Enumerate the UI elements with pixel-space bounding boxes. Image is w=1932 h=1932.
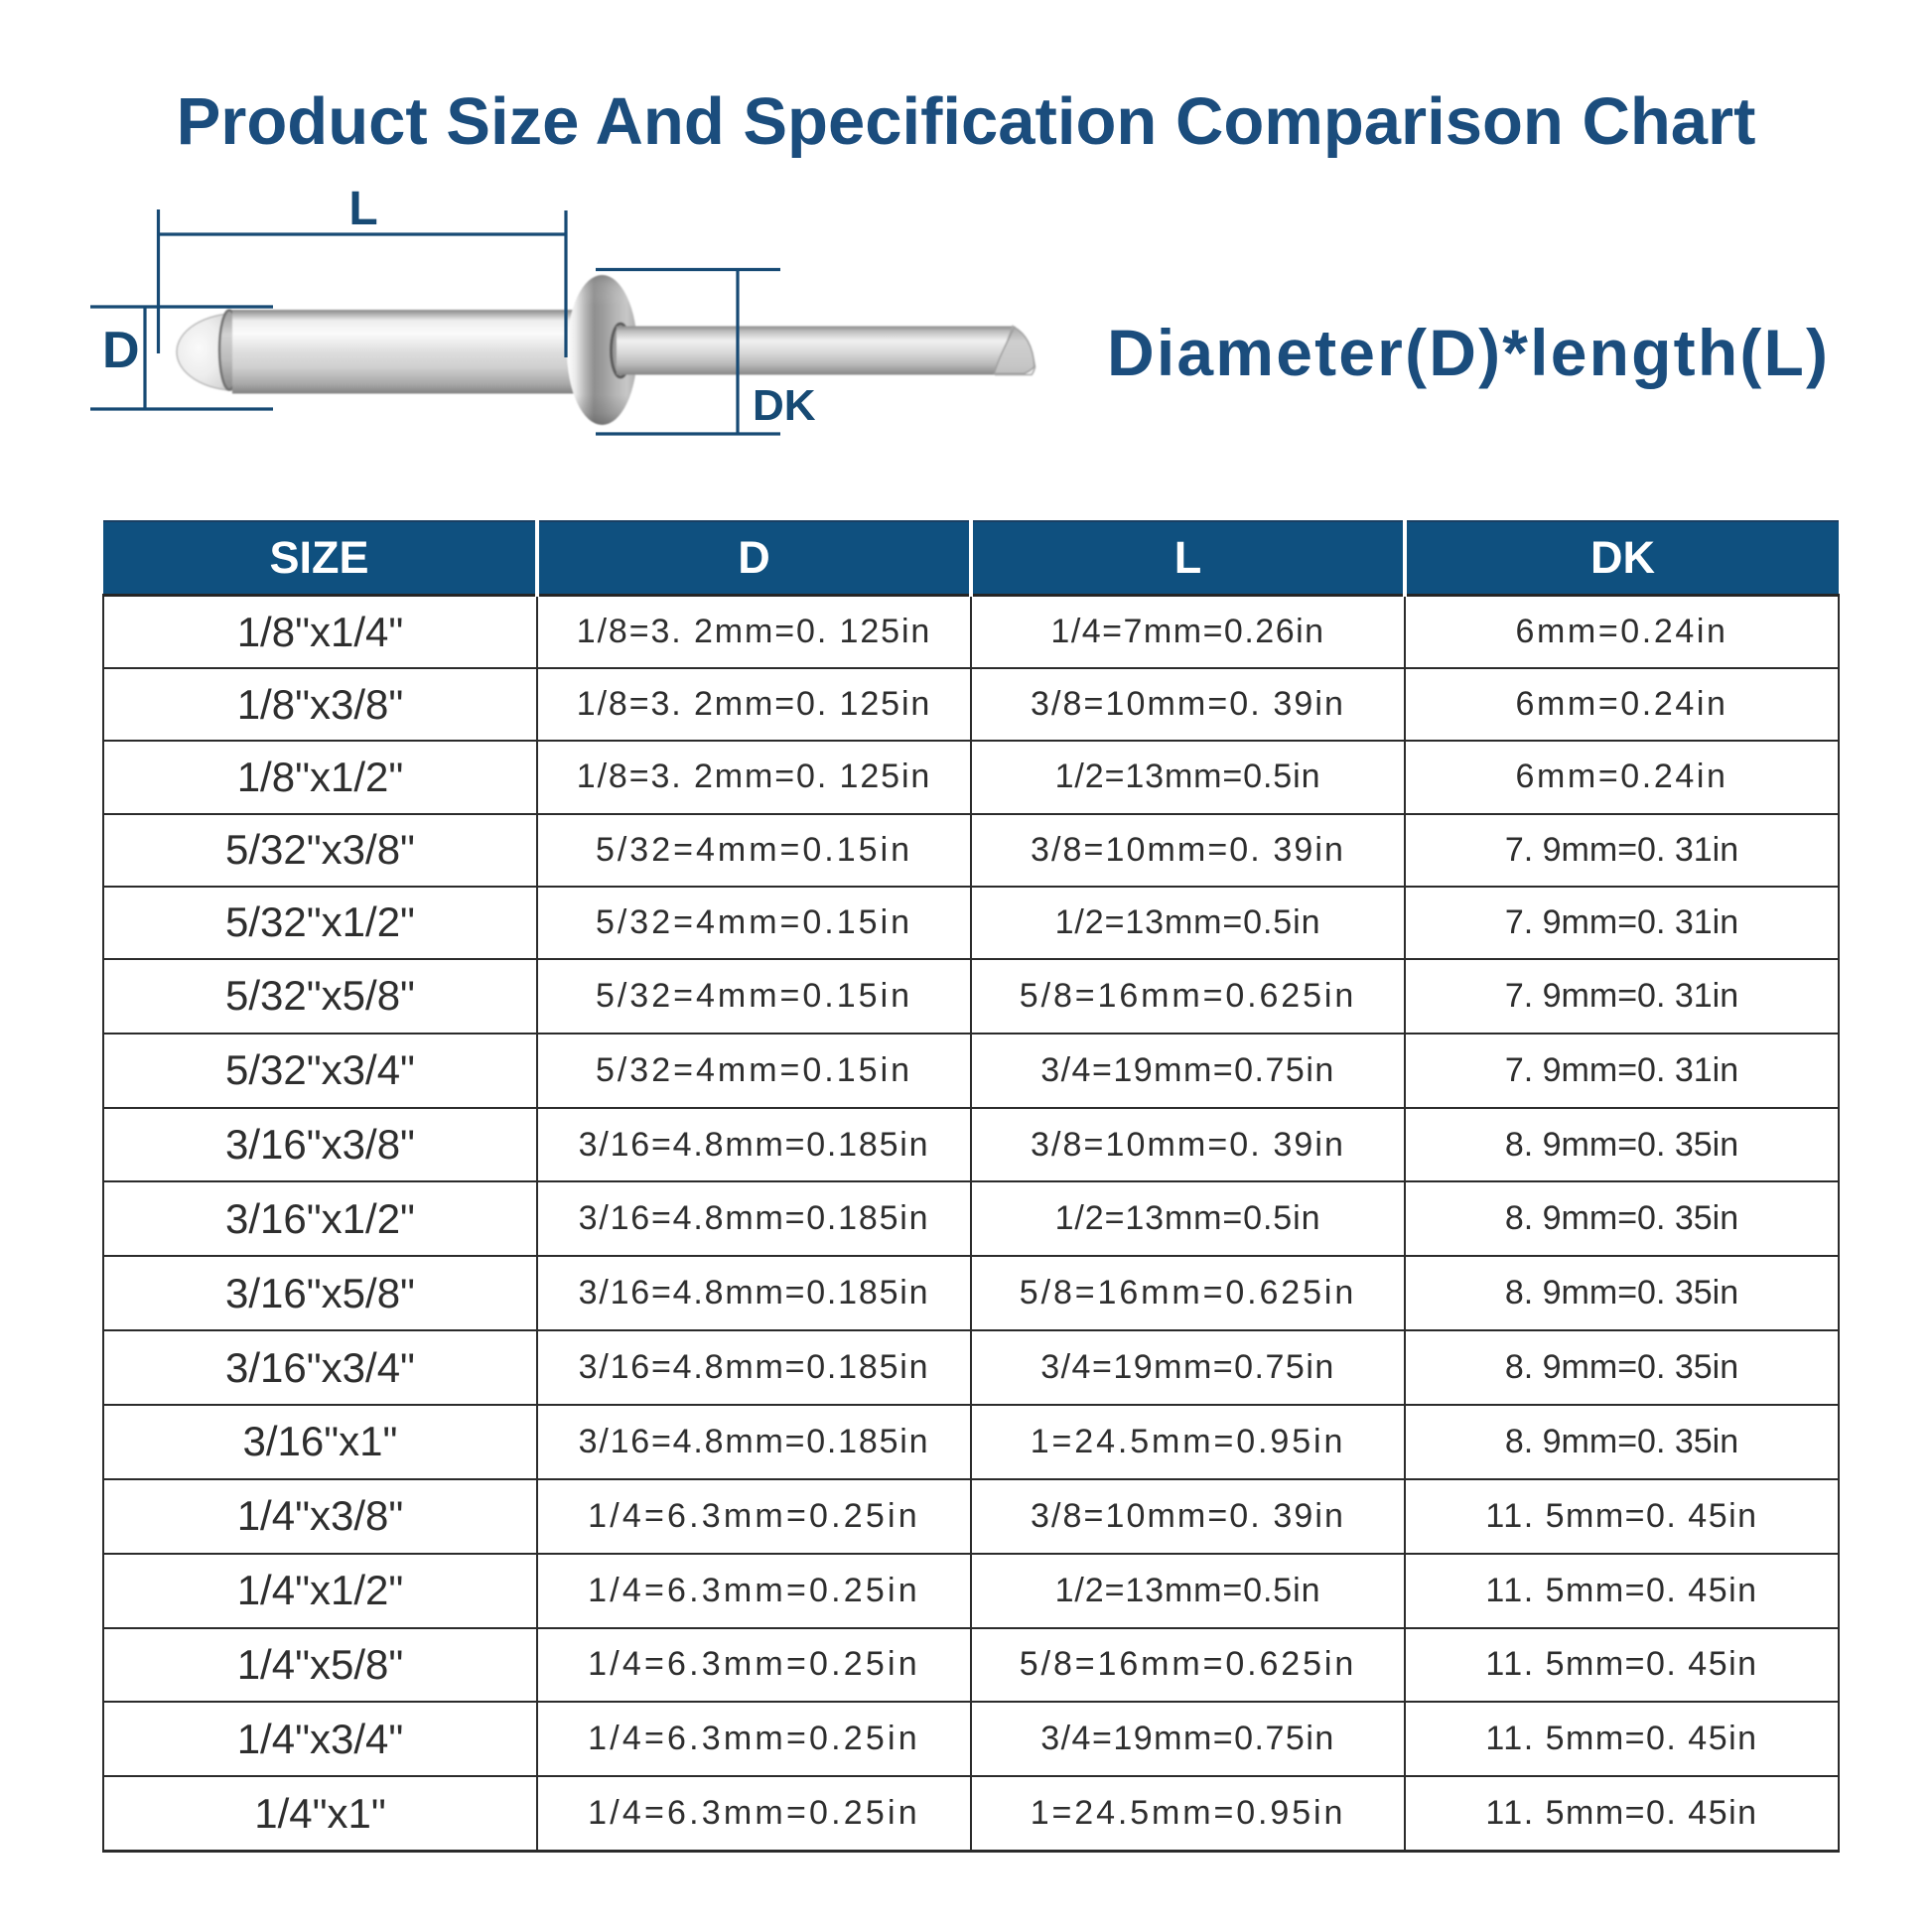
svg-text:L: L bbox=[348, 183, 377, 235]
svg-text:D: D bbox=[102, 322, 140, 379]
svg-text:DK: DK bbox=[753, 381, 816, 430]
